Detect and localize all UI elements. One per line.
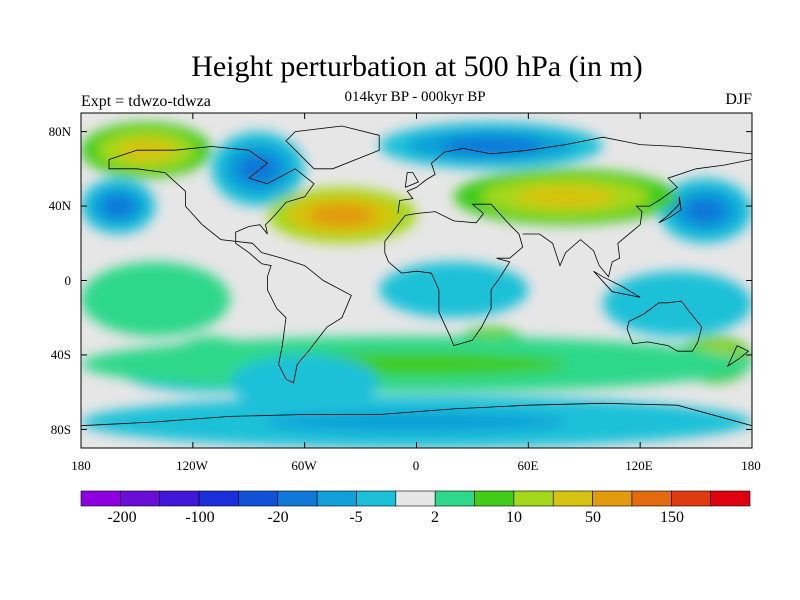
field-blobs xyxy=(81,122,752,448)
colorbar-label: -100 xyxy=(185,509,215,526)
colorbar xyxy=(80,490,751,507)
colorbar-label: -200 xyxy=(107,509,137,526)
coastline xyxy=(658,196,682,224)
field-contour xyxy=(440,136,542,155)
field-contour xyxy=(122,284,190,314)
coastline xyxy=(397,136,752,214)
field-contour xyxy=(101,194,136,218)
height-field xyxy=(81,113,752,448)
colorbar-label: 50 xyxy=(585,509,601,526)
experiment-label: Expt = tdwzo-tdwza xyxy=(81,93,211,110)
field-contour xyxy=(515,185,616,208)
colorbar-swatch xyxy=(198,490,239,507)
colorbar-swatch xyxy=(710,490,751,507)
coastline xyxy=(384,203,524,347)
colorbar-swatch xyxy=(552,490,593,507)
x-tick-label: 60E xyxy=(517,458,539,473)
chart-title: Height perturbation at 500 hPa (in m) xyxy=(191,50,643,83)
coastline xyxy=(626,300,703,352)
colorbar-swatch xyxy=(395,490,436,507)
colorbar-label: 2 xyxy=(431,509,439,526)
colorbar-swatch xyxy=(474,490,515,507)
field-contour xyxy=(237,153,280,184)
coastline xyxy=(108,146,352,384)
y-tick-label: 40N xyxy=(48,198,71,213)
colorbar-swatch xyxy=(316,490,357,507)
colorbar-swatch xyxy=(592,490,633,507)
field-contour xyxy=(643,290,711,317)
colorbar-swatch xyxy=(670,490,711,507)
field-contour xyxy=(308,204,376,227)
colorbar-swatch xyxy=(513,490,554,507)
colorbar-swatch xyxy=(159,490,200,507)
field-contour xyxy=(265,411,568,433)
colorbar-swatch xyxy=(631,490,672,507)
x-tick-label: 120E xyxy=(625,458,653,473)
colorbar-label: -20 xyxy=(267,509,289,526)
x-tick-label: 60W xyxy=(291,458,317,473)
x-tick-label: 180 xyxy=(71,458,91,473)
y-tick-label: 80S xyxy=(50,422,71,437)
coastline xyxy=(81,402,752,427)
x-tick-label: 0 xyxy=(412,458,420,473)
colorbar-swatch xyxy=(277,490,318,507)
colorbar-label: 150 xyxy=(660,509,684,526)
field-contour xyxy=(420,278,488,301)
x-tick-label: 180 xyxy=(741,458,761,473)
coastline xyxy=(522,159,752,278)
chart-subtitle: 014kyr BP - 000kyr BP xyxy=(344,89,486,105)
axis-ticks xyxy=(80,113,753,448)
colorbar-label: -5 xyxy=(349,509,363,526)
y-tick-label: 0 xyxy=(64,273,72,288)
y-tick-label: 40S xyxy=(50,347,71,362)
colorbar-swatch xyxy=(356,490,397,507)
colorbar-swatch xyxy=(120,490,161,507)
field-contour xyxy=(271,371,339,395)
colorbar-swatch xyxy=(238,490,279,507)
colorbar-swatch xyxy=(80,490,121,507)
colorbar-swatch xyxy=(434,490,475,507)
field-contour xyxy=(684,197,727,224)
season-label: DJF xyxy=(725,91,752,108)
coastline xyxy=(593,270,641,298)
y-tick-label: 80N xyxy=(48,124,71,139)
coastline xyxy=(404,172,419,188)
x-tick-label: 120W xyxy=(176,458,208,473)
coastlines xyxy=(81,125,752,427)
coastline xyxy=(726,345,750,368)
colorbar-label: 10 xyxy=(506,509,522,526)
coastline xyxy=(285,125,380,170)
